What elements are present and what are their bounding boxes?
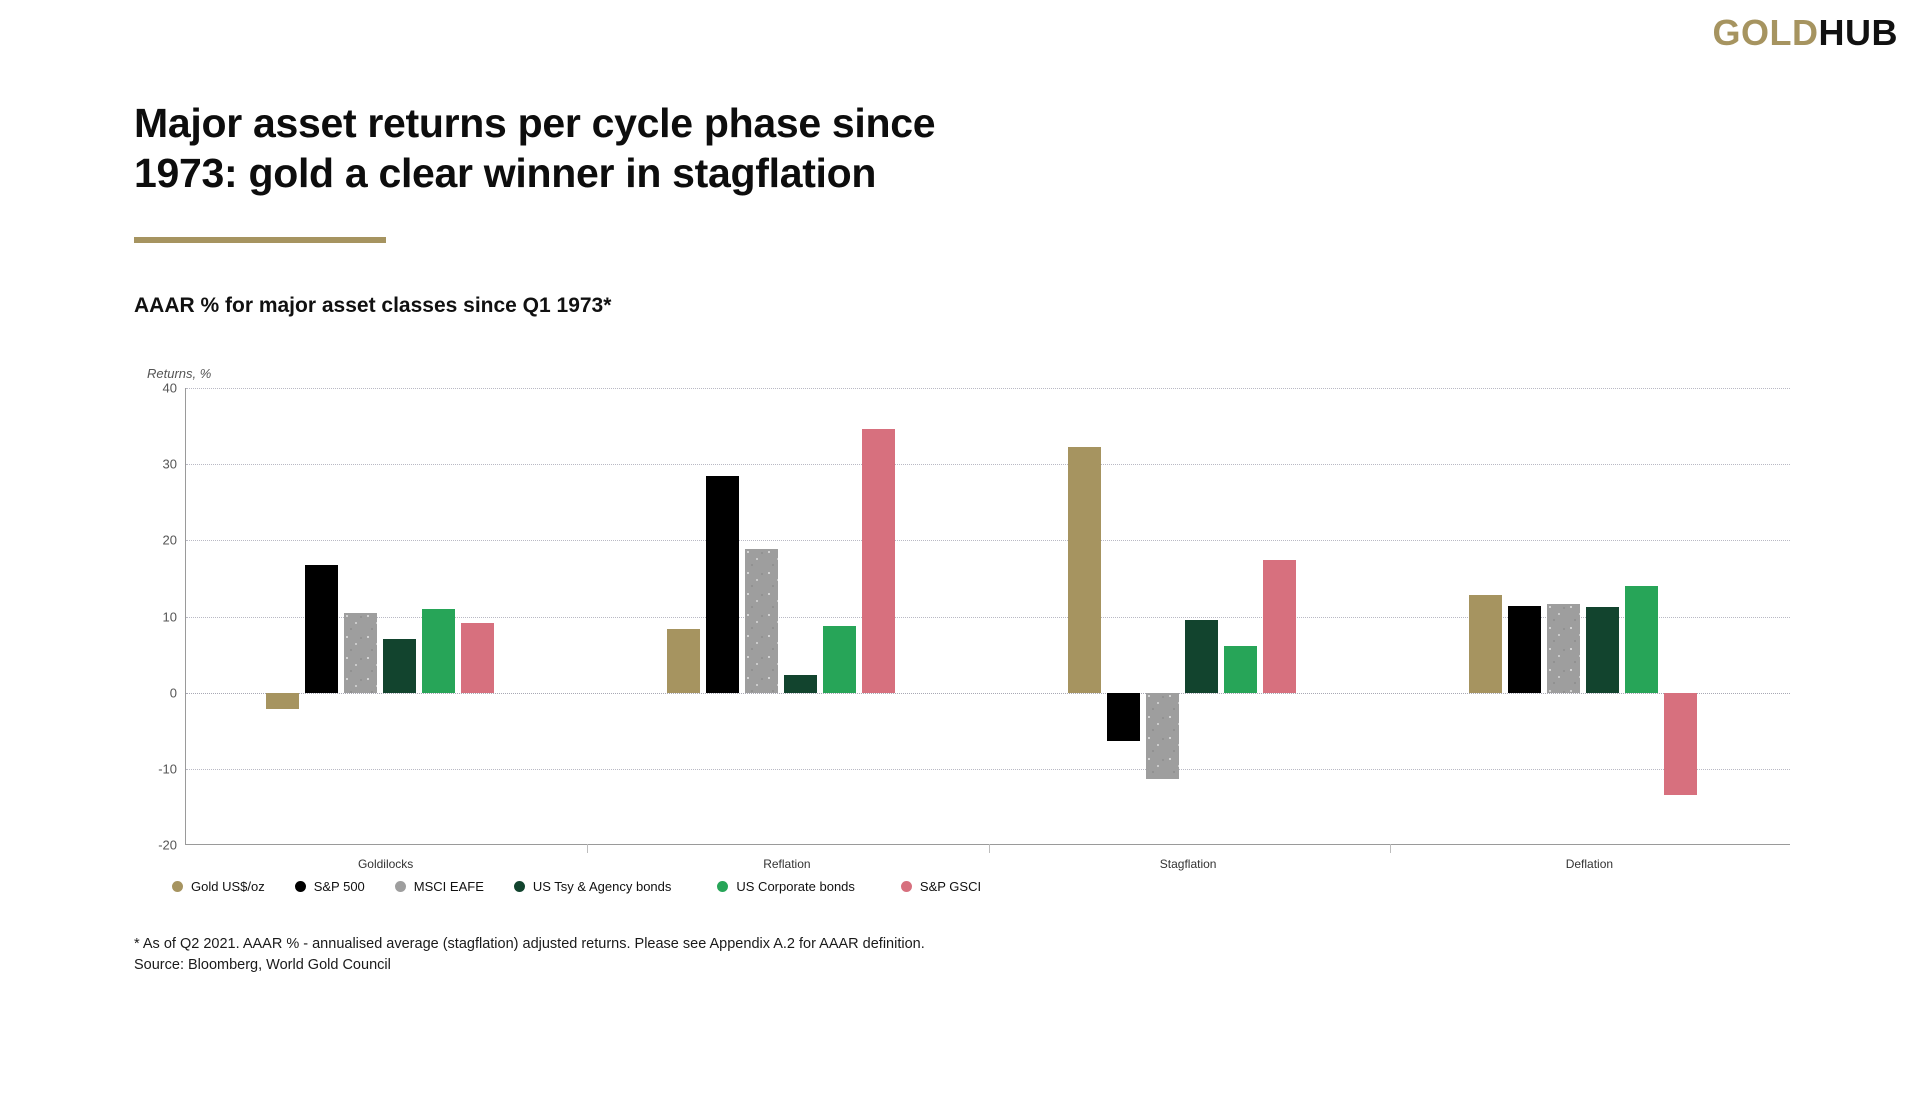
y-tick-label-40: 40 <box>162 380 177 396</box>
legend-label: US Corporate bonds <box>736 879 855 894</box>
bar-deflation-msci-eafe[interactable] <box>1547 603 1581 693</box>
logo-text-gold: GOLD <box>1712 12 1819 53</box>
legend-item-msci-eafe[interactable]: MSCI EAFE <box>394 879 484 894</box>
footnote-line-1: * As of Q2 2021. AAAR % - annualised ave… <box>134 936 925 952</box>
legend-item-us-tsy-agency-bonds[interactable]: US Tsy & Agency bonds <box>513 879 672 894</box>
legend-label: Gold US$/oz <box>191 879 265 894</box>
legend-label: S&P GSCI <box>919 879 982 894</box>
bar-goldilocks-us-tsy-agency-bonds[interactable] <box>382 639 416 693</box>
bar-goldilocks-s-p-500[interactable] <box>304 564 338 693</box>
legend-swatch-icon <box>900 881 912 892</box>
legend-item-s-p-500[interactable]: S&P 500 <box>294 879 365 894</box>
bar-stagflation-msci-eafe[interactable] <box>1146 692 1180 780</box>
bar-stagflation-s-p-gsci[interactable] <box>1263 560 1297 693</box>
x-axis-group-separator <box>1389 844 1391 853</box>
bar-reflation-s-p-gsci[interactable] <box>861 429 895 693</box>
legend-item-s-p-gsci[interactable]: S&P GSCI <box>900 879 982 894</box>
bar-deflation-us-corporate-bonds[interactable] <box>1625 586 1659 693</box>
footnote-line-2: Source: Bloomberg, World Gold Council <box>134 956 391 973</box>
bar-deflation-gold-us-oz[interactable] <box>1469 595 1503 693</box>
y-tick-label--10: -10 <box>158 761 177 777</box>
bar-reflation-s-p-500[interactable] <box>705 475 739 693</box>
goldhub-logo: GOLDHUB <box>1713 12 1899 54</box>
legend-swatch-icon <box>294 881 306 892</box>
bar-reflation-msci-eafe[interactable] <box>744 548 778 693</box>
bar-reflation-us-corporate-bonds[interactable] <box>822 626 856 693</box>
legend-label: MSCI EAFE <box>413 879 484 894</box>
bar-goldilocks-us-corporate-bonds[interactable] <box>421 608 455 693</box>
x-axis-group-separator <box>988 844 990 853</box>
y-axis-unit-label: Returns, % <box>147 366 212 381</box>
gridline--10 <box>186 768 1790 770</box>
legend-item-gold-us-oz[interactable]: Gold US$/oz <box>172 879 265 894</box>
legend-swatch-icon <box>717 881 729 892</box>
legend-label: US Tsy & Agency bonds <box>532 879 672 894</box>
gridline-30 <box>186 464 1790 466</box>
legend-swatch-icon <box>172 881 183 892</box>
x-tick-label-reflation: Reflation <box>763 857 811 871</box>
bar-goldilocks-gold-us-oz[interactable] <box>265 692 299 710</box>
bar-stagflation-us-tsy-agency-bonds[interactable] <box>1185 619 1219 693</box>
x-tick-label-stagflation: Stagflation <box>1159 857 1217 871</box>
bar-stagflation-s-p-500[interactable] <box>1107 692 1141 741</box>
logo-text-hub: HUB <box>1818 12 1898 53</box>
y-tick-label-30: 30 <box>162 456 177 472</box>
gridline-10 <box>186 616 1790 618</box>
title-underline-rule <box>134 237 386 243</box>
page-title-line-1: Major asset returns per cycle phase sinc… <box>134 100 936 146</box>
gridline-0 <box>186 692 1790 694</box>
page-title: Major asset returns per cycle phase sinc… <box>134 98 1234 198</box>
bar-reflation-us-tsy-agency-bonds[interactable] <box>783 675 817 693</box>
x-tick-label-deflation: Deflation <box>1565 857 1614 871</box>
plot-area <box>185 388 1790 853</box>
y-tick-label--20: -20 <box>158 837 177 853</box>
chart-legend: Gold US$/oz S&P 500 MSCI EAFE US Tsy & Agen… <box>172 879 1011 894</box>
x-axis-group-separator <box>587 844 589 853</box>
gridline-20 <box>186 540 1790 542</box>
bar-goldilocks-s-p-gsci[interactable] <box>460 623 494 693</box>
y-tick-label-0: 0 <box>169 685 177 701</box>
bar-deflation-s-p-gsci[interactable] <box>1664 692 1698 795</box>
bar-goldilocks-msci-eafe[interactable] <box>343 612 377 693</box>
legend-item-us-corporate-bonds[interactable]: US Corporate bonds <box>717 879 855 894</box>
y-tick-label-10: 10 <box>162 609 177 624</box>
bar-reflation-gold-us-oz[interactable] <box>666 628 700 693</box>
bar-deflation-s-p-500[interactable] <box>1508 605 1542 693</box>
bar-deflation-us-tsy-agency-bonds[interactable] <box>1586 607 1620 693</box>
bar-stagflation-us-corporate-bonds[interactable] <box>1224 646 1258 693</box>
footnote: * As of Q2 2021. AAAR % - annualised ave… <box>134 934 925 975</box>
legend-swatch-icon <box>394 881 406 892</box>
gridline-40 <box>186 388 1790 389</box>
y-tick-label-20: 20 <box>162 532 177 548</box>
chart-subtitle: AAAR % for major asset classes since Q1 … <box>134 294 612 317</box>
page-title-line-2: 1973: gold a clear winner in stagflation <box>134 150 877 197</box>
x-tick-label-goldilocks: Goldilocks <box>357 857 414 871</box>
bar-stagflation-gold-us-oz[interactable] <box>1068 447 1102 693</box>
legend-swatch-icon <box>513 881 525 892</box>
legend-label: S&P 500 <box>313 879 365 894</box>
